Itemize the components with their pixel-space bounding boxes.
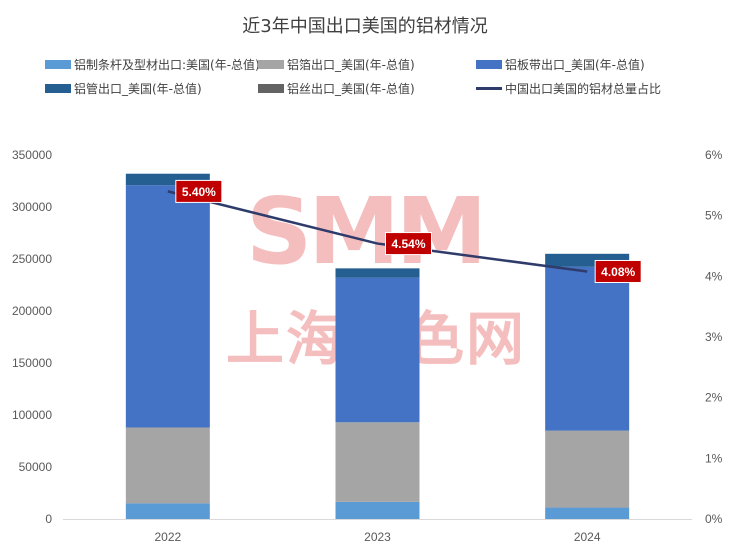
y-left-tick-label: 250000	[12, 252, 52, 266]
legend-item-series-1: 铝箔出口_美国(年-总值)	[258, 56, 415, 73]
x-tick-label: 2024	[574, 530, 601, 544]
bar-segment	[545, 507, 630, 519]
legend-swatch	[476, 60, 502, 69]
legend-swatch	[258, 84, 284, 93]
line-series	[167, 190, 588, 273]
y-right-tick-label: 6%	[705, 148, 723, 162]
y-right-tick-label: 0%	[705, 512, 723, 526]
x-tick-label: 2022	[154, 530, 181, 544]
bar-segment	[335, 268, 420, 278]
legend-line-swatch	[476, 87, 502, 90]
bar-segment	[125, 173, 210, 186]
line-data-label: 4.54%	[391, 237, 425, 251]
legend-item-series-0: 铝制条杆及型材出口:美国(年-总值)	[45, 56, 260, 73]
bar-segment	[545, 430, 630, 508]
line-data-label: 4.08%	[601, 265, 635, 279]
bar-segment	[125, 427, 210, 504]
bar-segment	[335, 422, 420, 502]
y-left-tick-label: 150000	[12, 356, 52, 370]
y-left-tick-label: 0	[45, 512, 52, 526]
legend-item-series-3: 铝管出口_美国(年-总值)	[45, 80, 202, 97]
legend-item-line: 中国出口美国的铝材总量占比	[476, 80, 661, 97]
legend: 铝制条杆及型材出口:美国(年-总值) 铝箔出口_美国(年-总值) 铝板带出口_美…	[0, 52, 730, 102]
legend-label: 铝制条杆及型材出口:美国(年-总值)	[74, 58, 260, 72]
y-left-tick-label: 350000	[12, 148, 52, 162]
line-data-label-bg	[175, 179, 223, 203]
y-right-tick-label: 4%	[705, 269, 723, 283]
bar-segment	[335, 501, 420, 519]
y-left-tick-label: 200000	[12, 304, 52, 318]
bar-segment	[545, 266, 630, 431]
legend-swatch	[258, 60, 284, 69]
line-data-label: 5.40%	[182, 185, 216, 199]
legend-label: 铝箔出口_美国(年-总值)	[287, 58, 415, 72]
line-data-label-bg	[594, 259, 642, 283]
y-right-tick-label: 1%	[705, 451, 723, 465]
legend-label: 中国出口美国的铝材总量占比	[505, 82, 662, 96]
y-left-tick-label: 300000	[12, 200, 52, 214]
y-right-tick-label: 3%	[705, 330, 723, 344]
x-tick-label: 2023	[364, 530, 391, 544]
chart-title: 近3年中国出口美国的铝材情况	[242, 16, 488, 37]
bar-segment	[125, 185, 210, 428]
y-left-tick-label: 100000	[12, 408, 52, 422]
y-left-tick-label: 50000	[19, 460, 53, 474]
bar-segment	[335, 277, 420, 423]
legend-item-series-2: 铝板带出口_美国(年-总值)	[476, 56, 645, 73]
y-right-tick-label: 5%	[705, 209, 723, 223]
legend-label: 铝管出口_美国(年-总值)	[74, 82, 202, 96]
legend-swatch	[45, 84, 71, 93]
legend-label: 铝丝出口_美国(年-总值)	[287, 82, 415, 96]
bar-segment	[125, 503, 210, 519]
line-data-label-bg	[385, 232, 432, 256]
legend-label: 铝板带出口_美国(年-总值)	[505, 58, 645, 72]
legend-swatch	[45, 60, 71, 69]
legend-item-series-4: 铝丝出口_美国(年-总值)	[258, 80, 415, 97]
y-right-tick-label: 2%	[705, 391, 723, 405]
